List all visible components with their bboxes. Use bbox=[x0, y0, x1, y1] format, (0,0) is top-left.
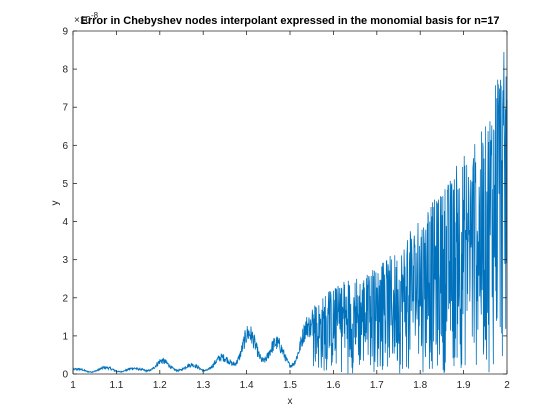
x-tick-label: 1.9 bbox=[457, 380, 471, 391]
x-tick-label: 1.6 bbox=[326, 380, 340, 391]
exponent-power: -8 bbox=[91, 11, 99, 20]
y-tick-label: 6 bbox=[62, 141, 68, 152]
y-tick-label: 3 bbox=[62, 255, 68, 266]
y-tick-label: 8 bbox=[62, 65, 68, 76]
x-tick-label: 2 bbox=[504, 380, 510, 391]
y-tick-label: 1 bbox=[62, 331, 68, 342]
exponent-base: ×10 bbox=[74, 15, 91, 26]
y-tick-label: 9 bbox=[62, 27, 68, 38]
x-tick-label: 1.7 bbox=[370, 380, 384, 391]
x-axis-ticks: 1 1.1 1.2 1.3 1.4 1.5 1.6 1.7 1.8 1.9 2 bbox=[70, 31, 510, 391]
x-axis-label: x bbox=[288, 396, 293, 407]
x-tick-label: 1.5 bbox=[283, 380, 297, 391]
x-tick-label: 1.2 bbox=[153, 380, 167, 391]
error-series bbox=[72, 51, 508, 374]
chart-title: Error in Chebyshev nodes interpolant exp… bbox=[80, 15, 499, 27]
y-axis-exponent: ×10-8 bbox=[74, 11, 99, 26]
x-tick-label: 1.3 bbox=[196, 380, 210, 391]
y-tick-label: 0 bbox=[62, 370, 68, 381]
y-tick-label: 4 bbox=[62, 217, 68, 228]
x-tick-label: 1.1 bbox=[109, 380, 123, 391]
error-line bbox=[72, 51, 508, 374]
y-axis-label: y bbox=[50, 201, 61, 206]
y-axis-ticks: 0 1 2 3 4 5 6 7 8 9 bbox=[62, 27, 507, 381]
x-tick-label: 1.4 bbox=[240, 380, 254, 391]
y-tick-label: 2 bbox=[62, 293, 68, 304]
x-tick-label: 1.8 bbox=[413, 380, 427, 391]
y-tick-label: 7 bbox=[62, 103, 68, 114]
x-tick-label: 1 bbox=[70, 380, 76, 391]
y-tick-label: 5 bbox=[62, 179, 68, 190]
